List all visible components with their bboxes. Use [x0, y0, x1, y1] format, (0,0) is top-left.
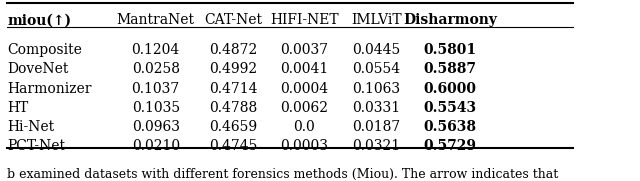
- Text: 0.5801: 0.5801: [424, 43, 477, 57]
- Text: 0.0445: 0.0445: [353, 43, 401, 57]
- Text: 0.0041: 0.0041: [280, 62, 328, 76]
- Text: 0.4659: 0.4659: [209, 120, 258, 134]
- Text: 0.1063: 0.1063: [353, 82, 401, 96]
- Text: 0.0037: 0.0037: [280, 43, 328, 57]
- Text: 0.0210: 0.0210: [132, 140, 180, 153]
- Text: 0.4745: 0.4745: [209, 140, 258, 153]
- Text: 0.0321: 0.0321: [353, 140, 401, 153]
- Text: 0.4872: 0.4872: [209, 43, 258, 57]
- Text: 0.0554: 0.0554: [353, 62, 401, 76]
- Text: 0.0258: 0.0258: [132, 62, 180, 76]
- Text: b examined datasets with different forensics methods (Miou). The arrow indicates: b examined datasets with different foren…: [7, 168, 559, 181]
- Text: MantraNet: MantraNet: [116, 13, 195, 27]
- Text: 0.1035: 0.1035: [132, 101, 180, 115]
- Text: 0.5887: 0.5887: [424, 62, 477, 76]
- Text: 0.0062: 0.0062: [280, 101, 328, 115]
- Text: 0.5543: 0.5543: [424, 101, 477, 115]
- Text: HIFI-NET: HIFI-NET: [270, 13, 339, 27]
- Text: 0.0004: 0.0004: [280, 82, 328, 96]
- Text: 0.0331: 0.0331: [353, 101, 401, 115]
- Text: 0.0187: 0.0187: [353, 120, 401, 134]
- Text: Harmonizer: Harmonizer: [7, 82, 92, 96]
- Text: 0.4714: 0.4714: [209, 82, 258, 96]
- Text: 0.0: 0.0: [294, 120, 315, 134]
- Text: CAT-Net: CAT-Net: [205, 13, 262, 27]
- Text: 0.1204: 0.1204: [132, 43, 180, 57]
- Text: Hi-Net: Hi-Net: [7, 120, 54, 134]
- Text: HT: HT: [7, 101, 28, 115]
- Text: 0.0003: 0.0003: [280, 140, 328, 153]
- Text: IMLViT: IMLViT: [351, 13, 402, 27]
- Text: 0.4992: 0.4992: [209, 62, 258, 76]
- Text: 0.5638: 0.5638: [424, 120, 477, 134]
- Text: 0.0963: 0.0963: [132, 120, 180, 134]
- Text: Composite: Composite: [7, 43, 82, 57]
- Text: 0.1037: 0.1037: [132, 82, 180, 96]
- Text: 0.5729: 0.5729: [424, 140, 477, 153]
- Text: PCT-Net: PCT-Net: [7, 140, 65, 153]
- Text: 0.4788: 0.4788: [209, 101, 258, 115]
- Text: DoveNet: DoveNet: [7, 62, 68, 76]
- Text: Disharmony: Disharmony: [403, 13, 497, 27]
- Text: 0.6000: 0.6000: [424, 82, 477, 96]
- Text: miou(↑): miou(↑): [7, 13, 71, 27]
